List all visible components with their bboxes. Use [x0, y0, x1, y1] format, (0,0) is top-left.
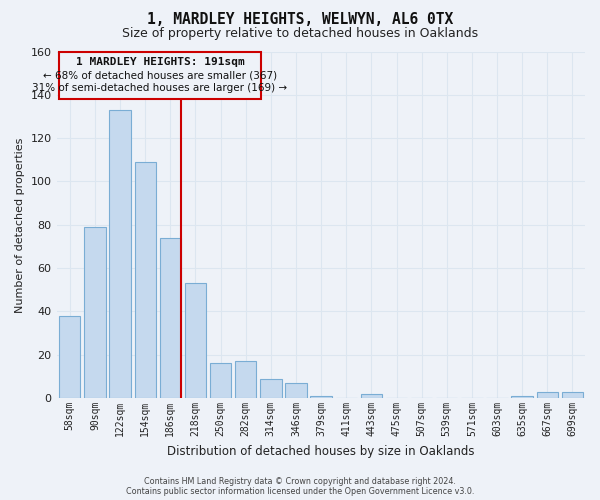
Bar: [310, 396, 332, 398]
Bar: [59, 316, 80, 398]
Bar: [286, 383, 307, 398]
Bar: [210, 364, 231, 398]
Y-axis label: Number of detached properties: Number of detached properties: [15, 137, 25, 312]
Text: ← 68% of detached houses are smaller (367): ← 68% of detached houses are smaller (36…: [43, 70, 277, 81]
Bar: [562, 392, 583, 398]
Bar: [109, 110, 131, 398]
Bar: [134, 162, 156, 398]
Text: Contains public sector information licensed under the Open Government Licence v3: Contains public sector information licen…: [126, 487, 474, 496]
Bar: [260, 378, 281, 398]
Bar: [511, 396, 533, 398]
Bar: [84, 227, 106, 398]
Bar: [235, 362, 256, 398]
Text: 31% of semi-detached houses are larger (169) →: 31% of semi-detached houses are larger (…: [32, 84, 287, 94]
Bar: [185, 284, 206, 398]
Bar: [59, 52, 261, 99]
Bar: [160, 238, 181, 398]
Text: 1, MARDLEY HEIGHTS, WELWYN, AL6 0TX: 1, MARDLEY HEIGHTS, WELWYN, AL6 0TX: [147, 12, 453, 28]
Bar: [361, 394, 382, 398]
Text: Contains HM Land Registry data © Crown copyright and database right 2024.: Contains HM Land Registry data © Crown c…: [144, 477, 456, 486]
Bar: [536, 392, 558, 398]
Text: 1 MARDLEY HEIGHTS: 191sqm: 1 MARDLEY HEIGHTS: 191sqm: [76, 57, 244, 67]
X-axis label: Distribution of detached houses by size in Oaklands: Distribution of detached houses by size …: [167, 444, 475, 458]
Text: Size of property relative to detached houses in Oaklands: Size of property relative to detached ho…: [122, 28, 478, 40]
